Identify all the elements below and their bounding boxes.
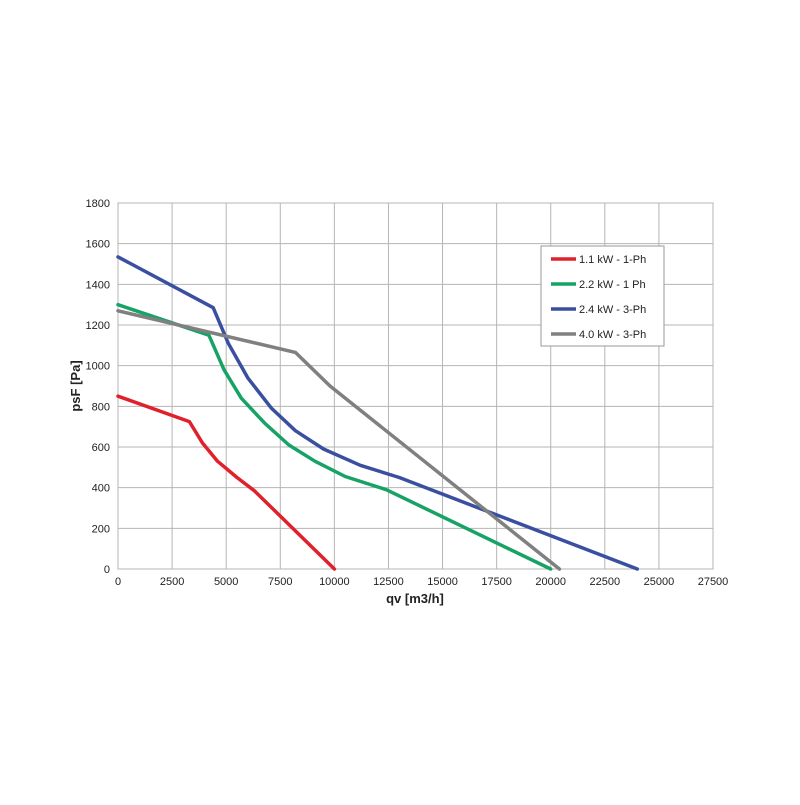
y-tick-label: 200 (92, 523, 110, 535)
x-tick-label: 12500 (373, 576, 404, 588)
legend-entry: 1.1 kW - 1-Ph (579, 254, 646, 266)
legend-entry: 2.2 kW - 1 Ph (579, 279, 646, 291)
series-line-1 (116, 394, 337, 571)
y-tick-label: 1000 (86, 361, 110, 373)
x-tick-label: 0 (115, 576, 121, 588)
x-tick-label: 10000 (319, 576, 350, 588)
y-tick-label: 1600 (86, 239, 110, 251)
y-tick-labels: 0 200 400 600 800 1000 1200 1400 1600 1800 (86, 198, 110, 576)
x-tick-label: 15000 (427, 576, 458, 588)
x-tick-label: 27500 (698, 576, 729, 588)
y-tick-label: 400 (92, 483, 110, 495)
y-tick-label: 1200 (86, 320, 110, 332)
x-tick-label: 22500 (590, 576, 621, 588)
y-tick-label: 800 (92, 401, 110, 413)
series-line-4 (116, 309, 562, 571)
legend-entry: 4.0 kW - 3-Ph (579, 329, 646, 341)
legend: 1.1 kW - 1-Ph 2.2 kW - 1 Ph 2.4 kW - 3-Ph 4… (540, 245, 665, 347)
y-tick-label: 1800 (86, 198, 110, 210)
legend-entry: 2.4 kW - 3-Ph (579, 304, 646, 316)
series-line-3 (116, 255, 640, 571)
series-lines (116, 255, 640, 571)
x-axis-label: qv [m3/h] (386, 591, 444, 606)
x-tick-label: 5000 (214, 576, 238, 588)
x-tick-label: 2500 (160, 576, 184, 588)
y-tick-label: 1400 (86, 279, 110, 291)
x-tick-label: 7500 (268, 576, 292, 588)
x-tick-label: 20000 (535, 576, 566, 588)
y-tick-label: 600 (92, 442, 110, 454)
y-axis-label: psF [Pa] (68, 360, 83, 411)
x-tick-labels: 0 2500 5000 7500 10000 12500 15000 17500 20000 22… (115, 576, 728, 588)
legend-items: 1.1 kW - 1-Ph 2.2 kW - 1 Ph 2.4 kW - 3-Ph 4… (551, 254, 646, 341)
x-tick-label: 25000 (644, 576, 675, 588)
y-tick-label: 0 (104, 564, 110, 576)
legend-box (540, 245, 665, 347)
series-line-2 (116, 302, 553, 571)
x-tick-label: 17500 (481, 576, 512, 588)
